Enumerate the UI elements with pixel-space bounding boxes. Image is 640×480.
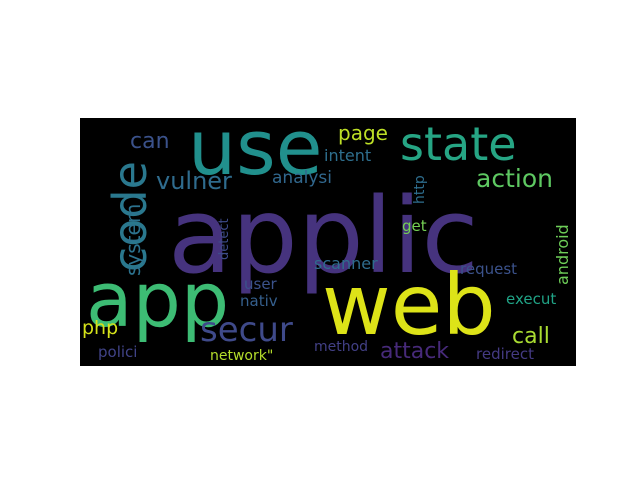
word-redirect: redirect <box>476 345 534 363</box>
word-android: android <box>553 224 572 285</box>
word-code: code <box>103 161 157 272</box>
word-call: call <box>512 324 550 349</box>
word-detect: detect <box>217 218 232 260</box>
word-attack: attack <box>380 339 449 364</box>
word-user: user <box>244 275 278 293</box>
word-cloud-background <box>80 118 576 366</box>
word-intent: intent <box>324 146 371 165</box>
word-network: network" <box>210 348 273 364</box>
word-system: system <box>121 204 145 276</box>
word-applic: applic <box>168 175 479 297</box>
word-execut: execut <box>506 290 556 308</box>
word-get: get <box>402 217 427 235</box>
word-action: action <box>476 164 553 193</box>
word-can: can <box>130 129 170 154</box>
word-http: http <box>412 175 428 204</box>
word-request: request <box>460 260 517 278</box>
word-vulner: vulner <box>156 167 232 195</box>
word-web: web <box>322 256 496 354</box>
word-polici: polici <box>98 343 137 361</box>
word-nativ: nativ <box>240 292 278 310</box>
word-state: state <box>400 117 517 171</box>
word-method: method <box>314 339 368 355</box>
word-use: use <box>188 103 323 192</box>
word-page: page <box>338 121 388 145</box>
word-scanner: scanner <box>314 254 378 273</box>
word-secur: secur <box>200 310 293 350</box>
word-php: php <box>82 317 118 339</box>
word-app: app <box>86 255 229 344</box>
word-analysi: analysi <box>272 168 332 188</box>
